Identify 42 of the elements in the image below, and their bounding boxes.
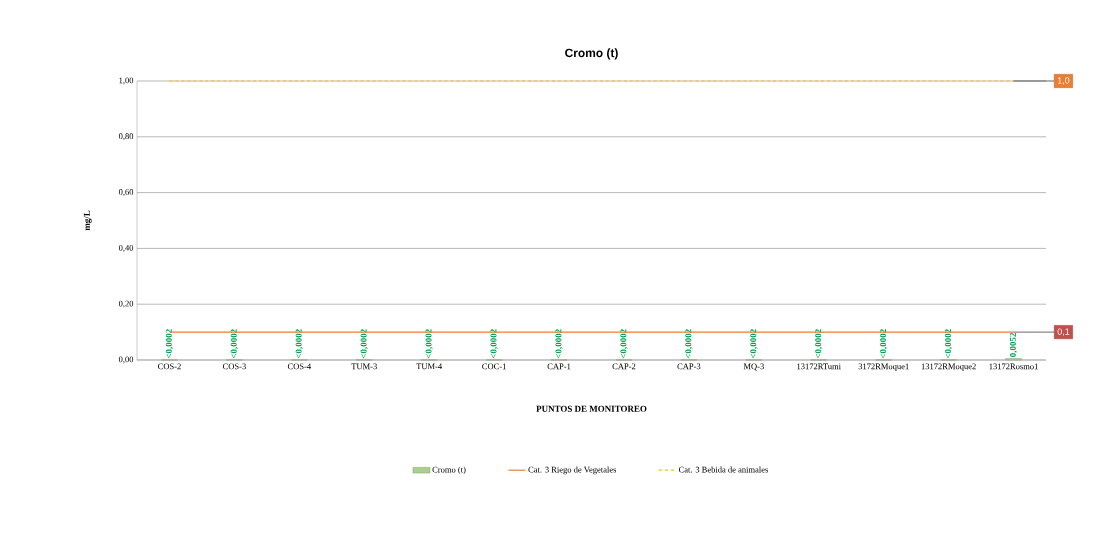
y-tick-label: 1,00 (119, 77, 134, 85)
legend-label: Cromo (t) (432, 466, 466, 475)
annotation: 0,1 (1057, 328, 1070, 336)
y-tick-label: 0,60 (118, 189, 134, 197)
legend-label: Cat. 3 Riego de Vegetales (528, 466, 617, 475)
y-tick-label: 0,00 (118, 356, 134, 364)
data-label: <0,0002 (815, 329, 823, 359)
data-label: <0,0002 (490, 329, 498, 359)
x-tick-label: CAP-3 (677, 363, 701, 370)
x-tick-label: COS-3 (222, 363, 246, 370)
chart-title: Cromo (t) (565, 48, 618, 60)
data-label: <0,0002 (620, 329, 628, 359)
x-tick-label: COS-4 (287, 363, 312, 370)
x-axis-title: PUNTOS DE MONITOREO (536, 405, 647, 412)
data-label: <0,0002 (750, 329, 758, 359)
data-label: <0,0002 (295, 329, 304, 359)
x-tick-label: MQ-3 (743, 363, 764, 371)
x-tick-label: TUM-3 (351, 363, 377, 370)
y-tick-label: 0,20 (118, 300, 134, 308)
data-label: <0,0002 (360, 329, 368, 359)
y-tick-label: 0,40 (118, 244, 134, 252)
data-label: <0,0002 (685, 329, 693, 359)
data-label: <0,0002 (880, 329, 888, 359)
x-tick-label: COC-1 (482, 363, 506, 370)
x-tick-label: CAP-1 (547, 363, 571, 370)
data-label: <0,0002 (425, 329, 433, 359)
x-tick-label: 13172RMoque2 (921, 363, 976, 371)
legend-label: Cat. 3 Bebida de animales (678, 466, 768, 473)
annotation: 1,0 (1057, 77, 1070, 85)
x-tick-label: 13172RTumi (797, 363, 841, 370)
x-tick-label: COS-2 (158, 363, 181, 370)
y-axis-title: mg/L (83, 210, 92, 231)
x-tick-label: TUM-4 (416, 363, 443, 370)
data-label: <0,0002 (165, 329, 174, 359)
data-label: 0,0052 (1009, 332, 1018, 358)
data-label: <0,0002 (944, 329, 953, 359)
data-label: <0,0002 (230, 329, 239, 359)
x-tick-label: 3172RMoque1 (858, 363, 909, 371)
x-tick-label: CAP-2 (612, 363, 636, 370)
x-tick-label: 13172Rosmo1 (989, 363, 1038, 370)
y-tick-label: 0,80 (118, 133, 134, 141)
data-label: <0,0002 (555, 329, 563, 359)
